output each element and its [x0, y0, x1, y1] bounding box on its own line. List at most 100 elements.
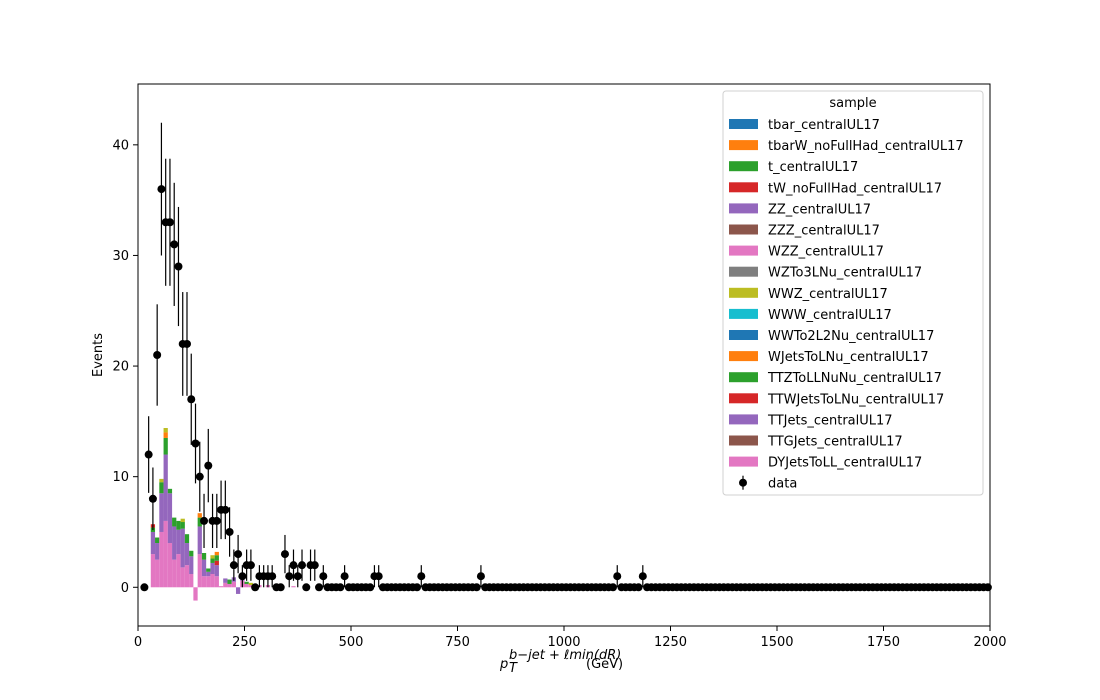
data-point — [302, 583, 311, 592]
stack-bar-segment — [227, 579, 232, 584]
data-point — [608, 583, 617, 592]
data-point — [174, 262, 183, 271]
data-point — [246, 561, 255, 570]
data-point — [229, 561, 238, 570]
data-point — [144, 450, 153, 459]
stack-bar-segment — [235, 587, 241, 594]
y-tick-label: 20 — [112, 360, 129, 375]
stack-bar-segment — [176, 554, 181, 588]
stack-bar-segment — [163, 428, 168, 433]
legend-label: t_centralUL17 — [768, 160, 858, 175]
data-point — [153, 351, 162, 359]
data-point — [983, 583, 992, 592]
stack-bar-segment — [201, 552, 207, 560]
x-tick-label: 500 — [339, 635, 364, 650]
stack-bar-segment — [223, 582, 228, 588]
stack-bar-segment — [210, 574, 215, 588]
legend-swatch — [729, 161, 758, 172]
stack-bar-segment — [244, 581, 249, 584]
x-axis-label: p T b−jet + ℓmin(dR) (GeV) — [499, 648, 623, 676]
stack-bar-segment — [180, 528, 185, 568]
data-point — [476, 572, 485, 581]
legend-label: DYJetsToLL_centralUL17 — [768, 456, 922, 471]
data-point — [140, 583, 149, 592]
stack-bar-segment — [163, 454, 168, 521]
stack-bar-segment — [189, 574, 194, 588]
x-tick-label: 1500 — [760, 635, 793, 650]
y-tick-label: 0 — [121, 581, 129, 596]
stack-bar-segment — [159, 482, 164, 494]
legend-label: WJetsToLNu_centralUL17 — [768, 350, 929, 365]
legend-label: WWW_centralUL17 — [768, 308, 892, 323]
x-tick-label: 1000 — [547, 635, 580, 650]
legend-label: tW_noFullHad_centralUL17 — [768, 181, 942, 196]
legend-swatch — [729, 393, 758, 404]
stack-bar-segment — [155, 559, 160, 588]
data-point — [366, 583, 375, 592]
legend-label: TTZToLLNuNu_centralUL17 — [767, 371, 942, 386]
legend-swatch — [729, 372, 758, 383]
stack-bar-segment — [159, 493, 164, 532]
legend-swatch — [729, 245, 758, 256]
legend-swatch — [729, 456, 758, 467]
stack-bar-segment — [184, 565, 190, 588]
legend-label: ZZZ_centralUL17 — [768, 224, 880, 239]
legend-swatch — [729, 330, 758, 340]
data-point — [280, 550, 289, 559]
data-point — [472, 583, 481, 592]
stack-bar-segment — [150, 531, 156, 555]
data-point — [187, 395, 196, 404]
stack-bar-segment — [193, 587, 198, 601]
y-tick-label: 30 — [112, 249, 129, 264]
legend-swatch — [729, 351, 758, 362]
legend-title: sample — [829, 96, 876, 111]
y-tick-label: 40 — [112, 138, 129, 153]
data-point — [195, 472, 204, 481]
x-tick-label: 0 — [134, 635, 142, 650]
stack-bar-segment — [184, 534, 190, 544]
stack-bar-segment — [248, 585, 254, 588]
data-point — [638, 572, 647, 581]
legend-label: ZZ_centralUL17 — [768, 202, 871, 217]
stack-bar-segment — [231, 581, 236, 588]
stack-bar-segment — [180, 518, 185, 523]
data-point — [336, 583, 345, 592]
x-tick-label: 2000 — [973, 635, 1006, 650]
x-tick-label: 250 — [232, 635, 257, 650]
data-point — [191, 439, 200, 448]
stack-bar-segment — [176, 529, 181, 555]
data-point — [298, 561, 307, 570]
data-point — [319, 572, 328, 581]
legend-label: TTWJetsToLNu_centralUL17 — [767, 392, 944, 407]
data-point — [268, 572, 277, 581]
stack-bar-segment — [163, 437, 168, 455]
stack-bar-segment — [163, 432, 168, 438]
stack-bar-segment — [197, 517, 202, 527]
mc-stack-layer — [150, 428, 296, 601]
stack-bar-segment — [206, 571, 211, 577]
legend-label: WWZ_centralUL17 — [768, 287, 888, 302]
legend-box — [722, 90, 984, 496]
stack-bar-segment — [214, 565, 219, 577]
data-point — [340, 572, 349, 581]
data-point — [613, 572, 622, 581]
data-point — [417, 572, 426, 581]
stack-bar-segment — [167, 543, 173, 588]
stack-bar-segment — [197, 513, 202, 518]
y-axis-label: Events — [91, 333, 106, 377]
data-point — [310, 561, 319, 570]
legend-label: data — [768, 477, 797, 492]
legend-swatch — [729, 435, 758, 446]
stack-bar-segment — [214, 576, 219, 588]
stack-bar-segment — [248, 582, 254, 586]
data-point — [212, 516, 221, 525]
data-point — [315, 583, 324, 592]
stack-bar-segment — [189, 556, 194, 575]
x-axis-label-unit: (GeV) — [586, 657, 623, 672]
x-tick-label: 1750 — [867, 635, 900, 650]
legend-swatch — [729, 203, 758, 214]
x-tick-label: 1250 — [654, 635, 687, 650]
legend-swatch — [729, 119, 758, 129]
x-axis-label-base: p — [499, 657, 508, 672]
